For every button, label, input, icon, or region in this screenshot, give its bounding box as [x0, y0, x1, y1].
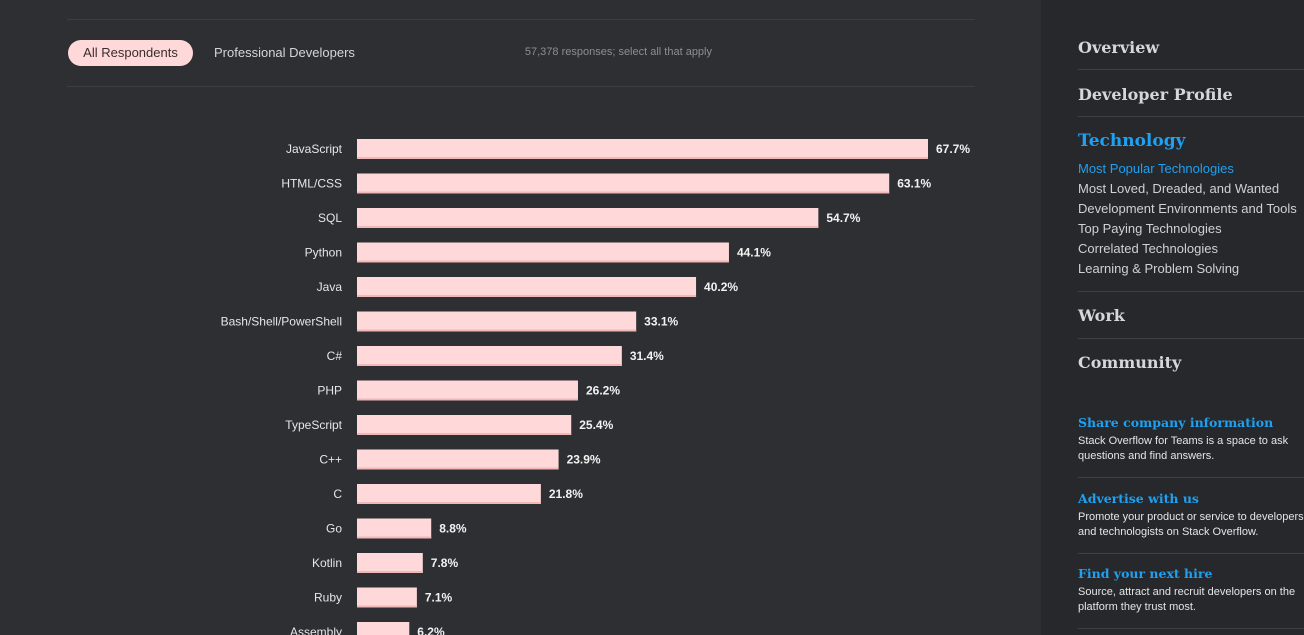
sidebar-divider: [1078, 291, 1304, 292]
bar-shadow-ruby: [357, 605, 417, 608]
category-label-assembly: Assembly: [290, 625, 342, 635]
value-label-c: 31.4%: [630, 349, 664, 363]
sidebar: Overview Developer Profile Technology Mo…: [1041, 0, 1304, 635]
category-label-c: C#: [327, 349, 343, 363]
tab-professional-developers[interactable]: Professional Developers: [214, 40, 355, 66]
category-label-html-css: HTML/CSS: [281, 177, 342, 191]
bar-html-css: [357, 173, 890, 194]
value-label-java: 40.2%: [704, 280, 738, 294]
bar-shadow-typescript: [357, 433, 572, 435]
category-label-bash-shell-powershell: Bash/Shell/PowerShell: [221, 315, 342, 329]
sidebar-divider: [1078, 553, 1304, 554]
sidebar-divider: [1078, 628, 1304, 629]
nav-development-environments[interactable]: Development Environments and Tools: [1078, 201, 1297, 216]
category-label-java: Java: [317, 280, 343, 294]
main-content: All Respondents Professional Developers …: [67, 19, 975, 635]
value-label-ruby: 7.1%: [425, 591, 453, 605]
top-divider: [67, 19, 975, 20]
category-label-php: PHP: [317, 384, 342, 398]
category-label-sql: SQL: [318, 211, 342, 225]
category-label-python: Python: [305, 246, 342, 260]
promo-title-share-company[interactable]: Share company information: [1078, 415, 1274, 430]
value-label-c: 23.9%: [567, 453, 601, 467]
nav-developer-profile[interactable]: Developer Profile: [1078, 85, 1233, 104]
promo-text-share-company: Stack Overflow for Teams is a space to a…: [1078, 435, 1289, 462]
bar-shadow-java: [357, 295, 697, 297]
value-label-sql: 54.7%: [826, 211, 860, 225]
value-label-kotlin: 7.8%: [431, 556, 459, 570]
bar-bash-shell-powershell: [357, 311, 637, 332]
value-label-typescript: 25.4%: [579, 418, 613, 432]
category-label-c: C++: [319, 453, 342, 467]
bar-javascript: [357, 139, 928, 159]
sidebar-divider: [1078, 116, 1304, 117]
bar-shadow-javascript: [357, 157, 928, 159]
nav-most-loved-dreaded-wanted[interactable]: Most Loved, Dreaded, and Wanted: [1078, 181, 1280, 196]
nav-overview[interactable]: Overview: [1078, 38, 1160, 57]
nav-top-paying-technologies[interactable]: Top Paying Technologies: [1078, 221, 1222, 236]
bar-shadow-c: [357, 467, 559, 470]
bar-c: [357, 346, 622, 366]
value-label-php: 26.2%: [586, 384, 620, 398]
promo-text-advertise: Promote your product or service to devel…: [1078, 511, 1304, 538]
nav-work[interactable]: Work: [1078, 306, 1125, 325]
value-label-go: 8.8%: [439, 522, 467, 536]
header-divider: [67, 86, 975, 87]
bar-c: [357, 484, 541, 504]
category-label-ruby: Ruby: [314, 591, 342, 605]
sidebar-divider: [1078, 69, 1304, 70]
bar-c: [357, 449, 559, 470]
bar-chart: JavaScript 67.7% HTML/CSS 63.1% SQL 54.7% Pyth…: [221, 139, 970, 635]
nav-most-popular-technologies[interactable]: Most Popular Technologies: [1078, 161, 1234, 176]
bar-php: [357, 380, 578, 401]
bar-shadow-sql: [357, 226, 819, 228]
nav-correlated-technologies[interactable]: Correlated Technologies: [1078, 241, 1218, 256]
bar-go: [357, 518, 432, 539]
value-label-c: 21.8%: [549, 487, 583, 501]
bar-shadow-c: [357, 502, 541, 504]
bar-typescript: [357, 415, 572, 435]
nav-learning-problem-solving[interactable]: Learning & Problem Solving: [1078, 261, 1240, 276]
bar-java: [357, 277, 697, 297]
category-label-javascript: JavaScript: [286, 142, 343, 156]
sidebar-divider: [1078, 338, 1304, 339]
bar-python: [357, 242, 729, 263]
value-label-bash-shell-powershell: 33.1%: [644, 315, 678, 329]
promo-title-find-hire[interactable]: Find your next hire: [1078, 566, 1213, 581]
bar-kotlin: [357, 553, 423, 573]
category-label-c: C: [333, 487, 342, 501]
promo-text-find-hire: Source, attract and recruit developers o…: [1078, 586, 1296, 613]
bar-shadow-kotlin: [357, 571, 423, 573]
bar-shadow-c: [357, 364, 622, 366]
sidebar-divider: [1078, 477, 1304, 478]
bar-shadow-go: [357, 536, 432, 539]
nav-technology[interactable]: Technology: [1078, 131, 1186, 151]
tab-all-respondents[interactable]: All Respondents: [68, 40, 193, 66]
responses-note: 57,378 responses; select all that apply: [524, 46, 712, 58]
bar-shadow-php: [357, 398, 578, 401]
value-label-python: 44.1%: [737, 246, 771, 260]
bar-shadow-html-css: [357, 191, 890, 194]
category-label-kotlin: Kotlin: [312, 556, 342, 570]
value-label-html-css: 63.1%: [897, 177, 931, 191]
promo-title-advertise[interactable]: Advertise with us: [1078, 491, 1199, 506]
category-label-go: Go: [326, 522, 342, 536]
bar-shadow-bash-shell-powershell: [357, 329, 637, 332]
value-label-assembly: 6.2%: [417, 625, 445, 635]
bar-ruby: [357, 587, 417, 608]
bar-assembly: [357, 622, 410, 635]
category-label-typescript: TypeScript: [285, 418, 342, 432]
value-label-javascript: 67.7%: [936, 142, 970, 156]
nav-community[interactable]: Community: [1078, 353, 1182, 372]
bar-shadow-python: [357, 260, 729, 263]
bar-sql: [357, 208, 819, 228]
